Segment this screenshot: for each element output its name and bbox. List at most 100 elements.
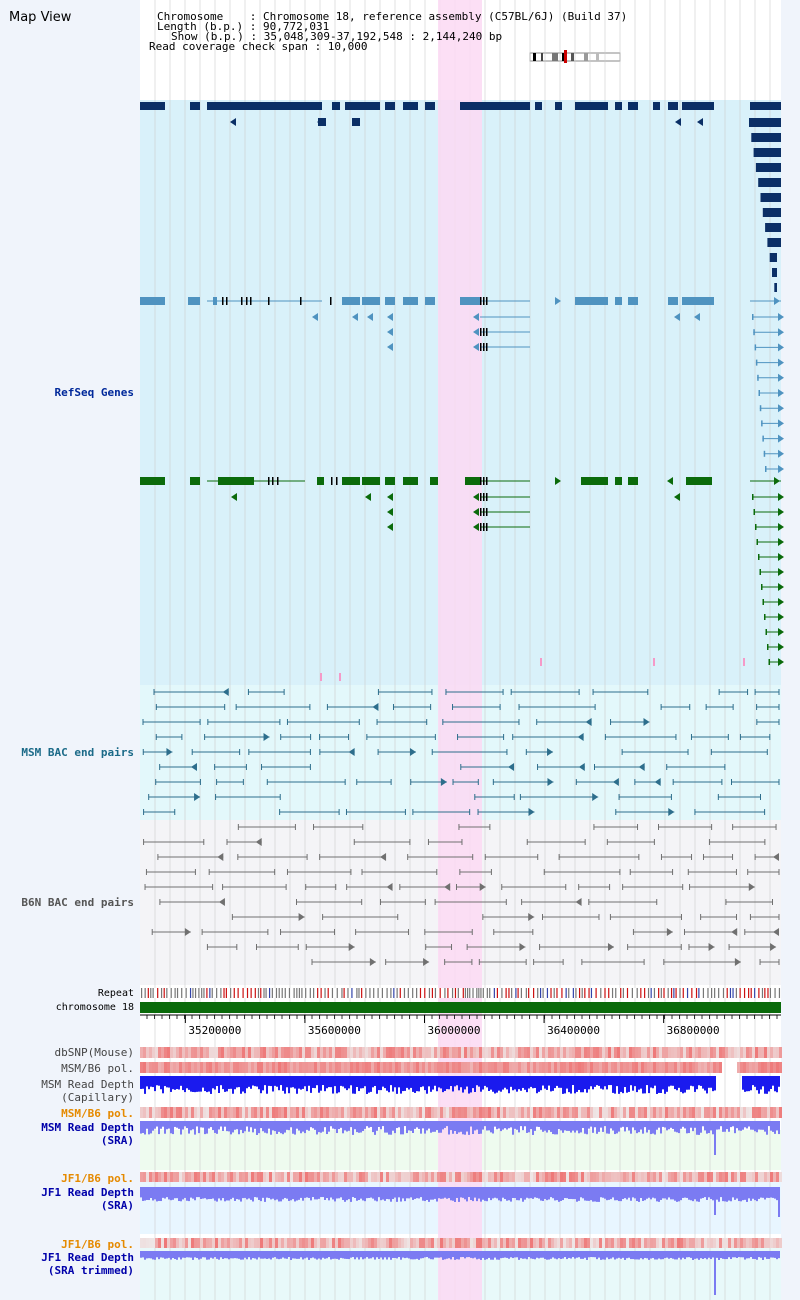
heat-cell bbox=[359, 1238, 362, 1248]
depth-bar bbox=[538, 1251, 540, 1259]
jf1-trim-label[interactable]: JF1 Read Depth bbox=[41, 1251, 134, 1264]
heat-cell bbox=[257, 1107, 260, 1118]
repeat-element bbox=[722, 988, 725, 998]
jf1-pol2-label[interactable]: JF1/B6 pol. bbox=[61, 1238, 134, 1251]
axis-tick-label: 36400000 bbox=[547, 1024, 600, 1037]
depth-bar bbox=[538, 1076, 540, 1092]
depth-bar bbox=[212, 1187, 214, 1199]
heat-cell bbox=[332, 1238, 335, 1248]
depth-bar bbox=[198, 1187, 200, 1198]
heat-cell bbox=[329, 1047, 332, 1058]
depth-bar bbox=[248, 1076, 250, 1087]
msm-depth-cap-label[interactable]: MSM Read Depth bbox=[41, 1078, 134, 1091]
heat-cell bbox=[176, 1238, 179, 1248]
heat-cell bbox=[593, 1172, 596, 1182]
heat-cell bbox=[290, 1107, 293, 1118]
depth-bar bbox=[550, 1251, 552, 1259]
depth-bar bbox=[382, 1076, 384, 1087]
heat-cell bbox=[380, 1238, 383, 1248]
heat-cell bbox=[167, 1238, 170, 1248]
heat-cell bbox=[188, 1238, 191, 1248]
heat-cell bbox=[455, 1047, 458, 1058]
depth-bar bbox=[564, 1076, 566, 1094]
refseq-genes-label[interactable]: RefSeq Genes bbox=[54, 386, 134, 399]
refseq-transcript-row-1 bbox=[140, 297, 784, 473]
repeat-element bbox=[293, 988, 295, 998]
depth-bar bbox=[376, 1076, 378, 1094]
exon-block bbox=[345, 102, 380, 110]
heat-cell bbox=[620, 1062, 623, 1073]
heat-cell bbox=[275, 1047, 278, 1058]
bac-arrow bbox=[372, 703, 379, 711]
heat-cell bbox=[677, 1172, 680, 1182]
depth-bar bbox=[742, 1251, 744, 1258]
pink-marker bbox=[743, 658, 745, 666]
exon-block bbox=[628, 297, 638, 305]
heat-cell bbox=[716, 1062, 719, 1073]
depth-bar bbox=[398, 1121, 400, 1128]
msm-depth-sra-label[interactable]: MSM Read Depth bbox=[41, 1121, 134, 1134]
repeat-element bbox=[508, 988, 510, 998]
msm-b6-pol2-label[interactable]: MSM/B6 pol. bbox=[61, 1107, 134, 1120]
repeat-element bbox=[377, 988, 379, 998]
depth-bar bbox=[384, 1251, 386, 1258]
depth-bar bbox=[724, 1251, 726, 1260]
depth-bar bbox=[682, 1251, 684, 1258]
heat-cell bbox=[278, 1062, 281, 1073]
heat-cell bbox=[632, 1172, 635, 1182]
depth-bar bbox=[688, 1251, 690, 1258]
depth-bar bbox=[566, 1076, 568, 1089]
heat-cell bbox=[155, 1238, 158, 1248]
heat-cell bbox=[743, 1107, 746, 1118]
depth-bar bbox=[434, 1121, 436, 1132]
depth-bar bbox=[554, 1121, 556, 1135]
heat-cell bbox=[494, 1062, 497, 1073]
heat-cell bbox=[191, 1172, 194, 1182]
depth-bar bbox=[428, 1251, 430, 1259]
exon-block bbox=[460, 102, 530, 110]
depth-bar bbox=[504, 1251, 506, 1258]
depth-bar bbox=[146, 1076, 148, 1087]
msm-b6-pol-label[interactable]: MSM/B6 pol. bbox=[61, 1062, 134, 1075]
heat-cell bbox=[647, 1238, 650, 1248]
heat-cell bbox=[500, 1062, 503, 1073]
heat-cell bbox=[527, 1107, 530, 1118]
depth-bar bbox=[558, 1076, 560, 1088]
jf1-depth-label[interactable]: JF1 Read Depth bbox=[41, 1186, 134, 1199]
depth-bar bbox=[358, 1187, 360, 1201]
heat-cell bbox=[287, 1238, 290, 1248]
msm-bac-label[interactable]: MSM BAC end pairs bbox=[21, 746, 134, 759]
dbsnp-heat-strip bbox=[140, 1047, 782, 1058]
depth-bar bbox=[694, 1187, 696, 1200]
depth-bar bbox=[732, 1121, 734, 1127]
b6n-bac-label[interactable]: B6N BAC end pairs bbox=[21, 896, 134, 909]
exon-block bbox=[555, 102, 562, 110]
exon-tick bbox=[486, 297, 488, 305]
depth-bar bbox=[512, 1187, 514, 1199]
heat-cell bbox=[431, 1238, 434, 1248]
depth-bar bbox=[320, 1251, 322, 1260]
depth-bar bbox=[404, 1121, 406, 1127]
heat-cell bbox=[635, 1047, 638, 1058]
heat-cell bbox=[680, 1107, 683, 1118]
dbsnp-label[interactable]: dbSNP(Mouse) bbox=[54, 1046, 134, 1059]
depth-bar bbox=[624, 1076, 626, 1088]
exon-tick bbox=[483, 328, 485, 336]
depth-bar bbox=[158, 1076, 160, 1086]
depth-bar bbox=[332, 1076, 334, 1094]
depth-bar bbox=[420, 1121, 422, 1134]
heat-cell bbox=[263, 1172, 266, 1182]
jf1-pol-label[interactable]: JF1/B6 pol. bbox=[61, 1172, 134, 1185]
heat-cell bbox=[746, 1238, 749, 1248]
heat-cell bbox=[167, 1172, 170, 1182]
heat-cell bbox=[527, 1172, 530, 1182]
heat-cell bbox=[410, 1238, 413, 1248]
depth-bar bbox=[548, 1187, 550, 1200]
exon-block bbox=[218, 477, 254, 485]
bac-arrow bbox=[668, 808, 675, 816]
depth-bar bbox=[614, 1251, 616, 1260]
heat-cell bbox=[539, 1047, 542, 1058]
heat-cell bbox=[488, 1107, 491, 1118]
jf1-trimmed-depth bbox=[140, 1251, 780, 1295]
